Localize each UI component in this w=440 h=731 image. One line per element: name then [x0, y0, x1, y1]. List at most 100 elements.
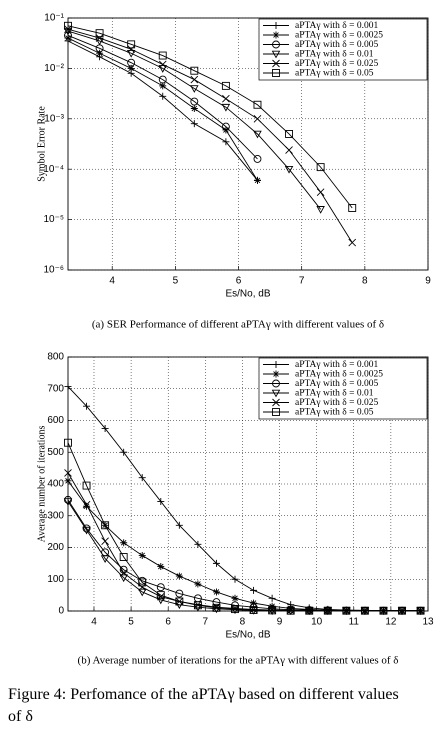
legend-box — [258, 357, 428, 420]
y-tick-label: 500 — [47, 447, 64, 458]
x-tick-label: 7 — [299, 276, 305, 287]
marker — [100, 555, 110, 564]
series-line — [67, 28, 353, 243]
marker — [268, 594, 276, 602]
legend-box — [258, 18, 428, 81]
legend-label: aPTAγ with δ = 0.01 — [295, 389, 374, 399]
marker — [305, 606, 314, 615]
series-line — [67, 501, 421, 612]
marker — [212, 603, 221, 612]
legend-marker — [272, 370, 280, 378]
marker — [250, 599, 258, 607]
marker — [416, 606, 425, 615]
series-line — [67, 40, 258, 181]
marker — [64, 34, 72, 42]
chart-caption: (b) Average number of iterations for the… — [78, 655, 399, 667]
marker — [221, 103, 231, 112]
legend-marker — [271, 50, 281, 59]
series-line — [67, 30, 321, 210]
marker — [82, 500, 91, 509]
marker — [193, 601, 202, 610]
y-tick-label: 600 — [47, 415, 64, 426]
marker — [158, 51, 167, 60]
marker — [82, 481, 91, 490]
legend-label: aPTAγ with δ = 0.005 — [295, 379, 378, 389]
marker — [158, 65, 168, 73]
marker — [284, 165, 294, 174]
x-tick-label: 6 — [165, 617, 171, 628]
marker — [83, 402, 91, 410]
series-line — [67, 480, 421, 612]
plot-frame — [67, 17, 429, 271]
marker — [190, 105, 198, 113]
marker — [250, 586, 258, 594]
marker — [101, 424, 109, 432]
marker — [127, 64, 135, 72]
marker — [316, 188, 325, 196]
legend-marker — [272, 22, 280, 29]
marker — [190, 75, 199, 84]
y-tick-label: 100 — [47, 574, 64, 585]
marker — [285, 146, 293, 154]
x-tick-label: 8 — [240, 617, 246, 628]
marker — [64, 477, 72, 485]
y-axis-label: Symbol Error Rate — [36, 106, 47, 182]
y-tick-label: 10⁻⁶ — [43, 265, 64, 276]
marker — [158, 60, 167, 69]
y-tick-label: 10⁻¹ — [44, 13, 64, 24]
x-tick-label: 6 — [236, 276, 242, 287]
y-tick-label: 10⁻² — [44, 63, 64, 74]
x-tick-label: 10 — [311, 617, 323, 628]
marker — [127, 45, 135, 54]
x-tick-label: 9 — [425, 276, 431, 287]
legend-label: aPTAγ with δ = 0.05 — [295, 69, 374, 79]
series-line — [67, 35, 258, 160]
marker — [159, 92, 167, 100]
legend-label: aPTAγ with δ = 0.001 — [295, 21, 378, 31]
marker — [157, 497, 165, 505]
legend-marker — [272, 69, 280, 77]
marker — [194, 580, 202, 588]
marker — [231, 605, 239, 614]
legend-label: aPTAγ with δ = 0.0025 — [295, 370, 383, 380]
legend-marker — [272, 40, 280, 49]
marker — [138, 474, 146, 482]
marker — [120, 448, 128, 456]
legend-marker — [272, 361, 280, 368]
marker — [348, 238, 357, 247]
marker — [101, 537, 109, 545]
y-tick-label: 200 — [47, 542, 64, 553]
marker — [175, 521, 183, 529]
x-tick-label: 8 — [362, 276, 368, 287]
marker — [175, 589, 184, 598]
x-tick-label: 9 — [277, 617, 283, 628]
marker — [222, 138, 230, 146]
marker — [379, 606, 388, 615]
marker — [305, 605, 313, 613]
marker — [231, 594, 239, 602]
legend-marker — [272, 31, 280, 39]
marker — [268, 602, 276, 610]
marker — [101, 521, 110, 530]
marker — [82, 526, 91, 535]
legend-marker — [272, 398, 280, 407]
series-line — [67, 442, 421, 612]
legend-label: aPTAγ with δ = 0.025 — [295, 398, 378, 408]
marker — [120, 539, 128, 547]
x-tick-label: 11 — [349, 617, 360, 628]
marker — [316, 206, 325, 214]
y-axis-label: Average number of iterations — [36, 426, 47, 543]
marker — [138, 551, 146, 559]
marker — [342, 606, 351, 615]
marker — [190, 85, 199, 93]
legend-marker — [271, 389, 281, 398]
marker — [83, 502, 91, 510]
marker — [231, 604, 239, 613]
marker — [253, 114, 262, 123]
marker — [212, 559, 220, 567]
x-tick-label: 7 — [203, 617, 209, 628]
series-line — [67, 472, 421, 612]
marker — [212, 603, 221, 612]
marker — [268, 606, 277, 615]
x-tick-label: 5 — [173, 276, 179, 287]
